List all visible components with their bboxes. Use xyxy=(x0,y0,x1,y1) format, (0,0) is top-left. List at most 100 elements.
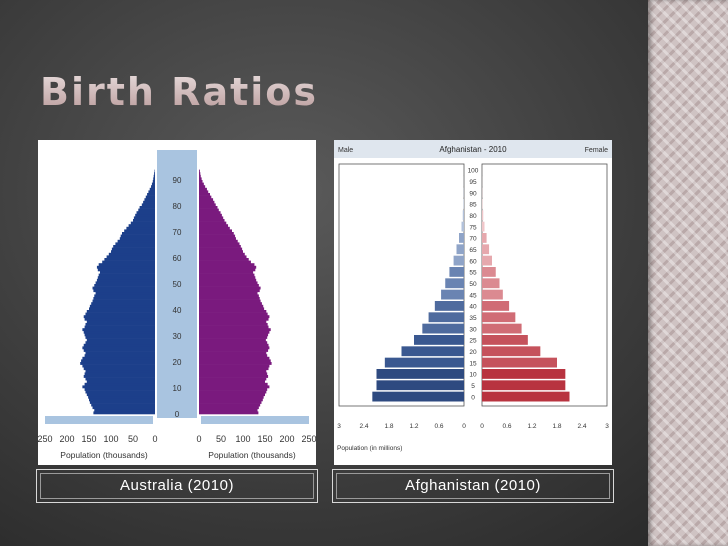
age-tick-label: 70 xyxy=(173,228,182,237)
female-bar xyxy=(199,312,268,316)
female-bar xyxy=(199,219,225,222)
age-tick-label: 60 xyxy=(469,258,477,265)
age-tick-label: 30 xyxy=(173,332,182,341)
female-bar xyxy=(199,320,267,324)
x-tick-label-left: 0 xyxy=(462,423,466,430)
male-bar xyxy=(82,356,155,360)
age-tick-label: 60 xyxy=(173,254,182,263)
male-bar xyxy=(92,286,155,290)
male-bar xyxy=(111,247,155,251)
age-tick-label: 30 xyxy=(469,326,477,333)
caption-afghanistan: Afghanistan (2010) xyxy=(332,469,614,503)
male-bar xyxy=(96,278,155,282)
female-bar xyxy=(199,349,269,352)
age-tick-label: 0 xyxy=(175,410,180,419)
female-bar xyxy=(199,247,243,251)
male-bar xyxy=(108,252,155,256)
age-tick-label: 5 xyxy=(471,383,475,390)
male-bar xyxy=(83,367,155,371)
female-bar xyxy=(199,346,270,350)
female-bar xyxy=(199,395,264,399)
x-tick-label-right: 1.8 xyxy=(552,423,561,430)
female-bar xyxy=(199,362,272,365)
x-tick-label-right: 250 xyxy=(301,434,316,444)
male-bar xyxy=(428,312,464,323)
x-axis-label-left: Population (thousands) xyxy=(60,450,148,460)
female-bar xyxy=(199,258,249,261)
x-tick-label-right: 200 xyxy=(279,434,294,444)
age-tick-label: 65 xyxy=(469,247,477,254)
female-bar xyxy=(482,323,522,334)
x-tick-label-right: 3 xyxy=(605,423,609,430)
age-tick-label: 50 xyxy=(469,281,477,288)
male-bar xyxy=(401,346,464,357)
female-bar xyxy=(199,206,218,209)
decorative-side-stripe xyxy=(648,0,728,546)
female-bar xyxy=(199,385,270,389)
male-bar xyxy=(113,245,155,248)
male-bar xyxy=(138,208,155,212)
x-tick-label-right: 0 xyxy=(196,434,201,444)
male-bar xyxy=(97,268,155,272)
male-bar xyxy=(82,346,155,350)
female-bar xyxy=(199,388,268,391)
male-bar xyxy=(133,216,155,220)
age-tick-label: 40 xyxy=(173,306,182,315)
male-bar xyxy=(93,289,155,293)
age-tick-label: 75 xyxy=(469,224,477,231)
australia-chart-panel: 0 10 20 30 40 50 60 70 80 90 250 200 150 100 50 0 0 50 100… xyxy=(37,140,317,465)
male-bar xyxy=(82,328,155,332)
female-bar xyxy=(199,284,259,287)
male-bar xyxy=(154,172,155,176)
male-bar xyxy=(85,390,155,394)
female-bar xyxy=(199,408,258,412)
male-bar xyxy=(92,406,155,410)
female-bar xyxy=(199,315,270,319)
male-bar xyxy=(100,271,155,274)
age-tick-label: 70 xyxy=(469,236,477,243)
female-bar xyxy=(199,354,268,358)
male-bar xyxy=(83,330,155,334)
female-bar xyxy=(199,338,266,342)
male-bar xyxy=(449,267,464,277)
male-bar xyxy=(89,307,155,311)
chart-header-bar xyxy=(334,140,612,158)
x-tick-label-left: 250 xyxy=(38,434,53,444)
female-bar xyxy=(199,390,267,394)
male-bar xyxy=(85,341,155,345)
female-bar xyxy=(199,195,212,199)
female-bar xyxy=(199,307,265,311)
male-bar xyxy=(115,242,155,246)
male-bar xyxy=(152,180,155,183)
male-bar xyxy=(91,302,155,306)
male-bar xyxy=(84,325,155,329)
female-bar xyxy=(199,317,269,321)
female-bar xyxy=(199,372,268,376)
age-tick-label: 45 xyxy=(469,292,477,299)
male-bar xyxy=(82,364,155,368)
base-bar-left xyxy=(45,416,153,424)
female-bar xyxy=(199,260,251,264)
male-bar xyxy=(91,403,155,407)
male-bar xyxy=(434,301,464,311)
x-tick-label-right: 0.6 xyxy=(502,423,511,430)
male-bar xyxy=(151,182,155,186)
male-bar xyxy=(128,224,155,228)
female-bar xyxy=(199,198,214,202)
female-bar xyxy=(199,297,260,300)
male-bar xyxy=(83,343,155,347)
male-bar xyxy=(141,203,155,207)
x-axis-label-right: Population (thousands) xyxy=(208,450,296,460)
male-bar xyxy=(89,401,155,404)
male-bar xyxy=(86,310,155,313)
female-bar xyxy=(482,312,516,323)
female-bar xyxy=(199,291,258,295)
male-bar xyxy=(414,335,464,345)
female-bar xyxy=(199,255,247,259)
afghanistan-chart-panel: Male Female Afghanistan - 2010 0 5 10 15 20 25 30… xyxy=(334,140,612,465)
male-bar xyxy=(102,260,155,264)
male-bar xyxy=(85,323,155,326)
caption-australia: Australia (2010) xyxy=(36,469,318,503)
female-bar xyxy=(199,239,238,243)
